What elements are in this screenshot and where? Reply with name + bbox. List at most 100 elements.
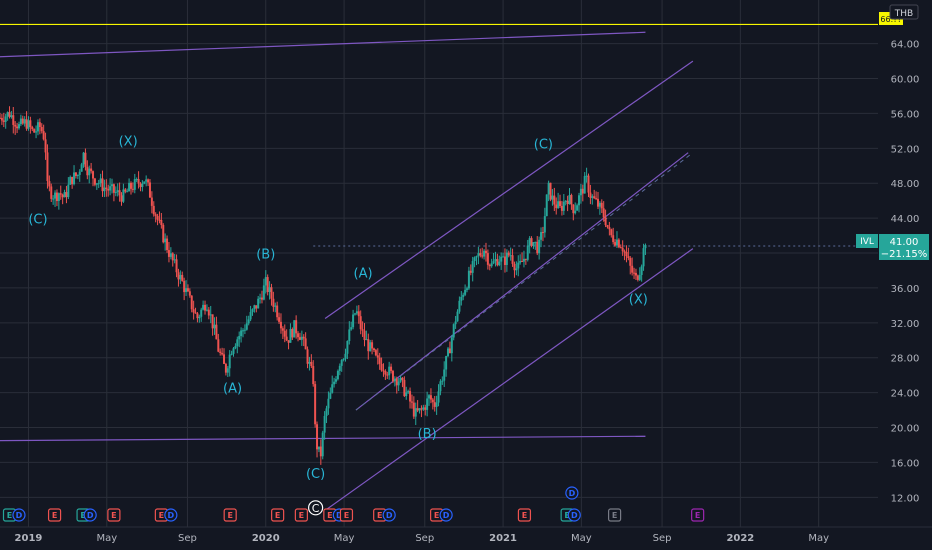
- earnings-marker[interactable]: E: [47, 508, 62, 522]
- candle-body: [74, 172, 77, 177]
- candle-body: [642, 248, 645, 267]
- candle-body: [314, 384, 317, 425]
- candle-body: [591, 196, 594, 198]
- candle-body: [245, 323, 248, 330]
- wave-label: (X): [119, 135, 138, 150]
- candle-body: [281, 328, 284, 331]
- candle-body: [585, 175, 588, 177]
- earnings-box: [339, 508, 354, 522]
- candle-body: [490, 263, 493, 267]
- candle-body: [589, 192, 592, 198]
- candle-body: [644, 245, 647, 249]
- candle-body: [255, 305, 258, 309]
- candle-body: [122, 189, 125, 202]
- currency-label: THB: [894, 9, 913, 19]
- candle-body: [483, 250, 486, 257]
- candle-body: [536, 241, 539, 254]
- candle-body: [335, 379, 338, 382]
- dividend-marker[interactable]: D: [83, 508, 97, 522]
- candle-body: [405, 392, 408, 397]
- candle-body: [4, 116, 7, 122]
- candle-body: [29, 120, 32, 127]
- candle-body: [276, 305, 279, 318]
- dividend-circle: [567, 508, 581, 522]
- candle-body: [287, 340, 290, 343]
- earnings-marker[interactable]: E: [271, 508, 285, 522]
- earnings-marker[interactable]: E: [223, 508, 237, 522]
- candle-body: [627, 256, 630, 259]
- event-marker-letter: E: [7, 511, 12, 520]
- candle-body: [638, 274, 641, 280]
- candle-body: [325, 408, 328, 416]
- candle-body: [279, 321, 282, 329]
- earnings-marker[interactable]: E: [294, 508, 308, 522]
- candle-body: [336, 370, 339, 380]
- dividend-marker[interactable]: D: [565, 486, 579, 500]
- candle-body: [192, 309, 195, 313]
- candle-body: [340, 359, 343, 366]
- candle-body: [424, 407, 427, 410]
- candle-body: [0, 117, 3, 121]
- candle-body: [247, 319, 250, 324]
- candle-body: [448, 348, 451, 354]
- candle-body: [636, 275, 639, 280]
- last-price-value: 41.00: [890, 237, 919, 248]
- earnings-marker[interactable]: E: [517, 508, 532, 522]
- candle-body: [304, 338, 307, 350]
- wave-label: (X): [629, 293, 648, 308]
- candle-body: [560, 206, 563, 211]
- price-scale-area[interactable]: [878, 0, 932, 527]
- candle-body: [587, 175, 590, 193]
- event-marker-letter: D: [443, 511, 450, 520]
- earnings-marker[interactable]: E: [2, 508, 17, 522]
- candle-body: [333, 381, 336, 385]
- candle-body: [300, 336, 303, 340]
- dividend-marker[interactable]: D: [567, 508, 581, 522]
- candle-body: [454, 321, 457, 325]
- candle-body: [505, 252, 508, 265]
- candle-body: [95, 183, 98, 185]
- dividend-marker[interactable]: D: [382, 508, 396, 522]
- dividend-marker[interactable]: D: [164, 508, 178, 522]
- candle-body: [471, 261, 474, 273]
- earnings-marker[interactable]: E: [339, 508, 354, 522]
- event-marker-letter: D: [168, 511, 175, 520]
- candle-body: [410, 401, 413, 403]
- candle-body: [112, 184, 115, 193]
- candle-body: [46, 152, 49, 182]
- candle-body: [426, 398, 429, 410]
- dividend-marker[interactable]: D: [12, 508, 26, 522]
- candle-body: [152, 205, 155, 215]
- candle-body: [500, 256, 503, 262]
- time-axis-area[interactable]: [0, 527, 932, 550]
- x-tick-label: Sep: [653, 533, 672, 544]
- candle-body: [543, 216, 546, 233]
- dividend-marker[interactable]: D: [439, 508, 453, 522]
- candle-body: [35, 131, 38, 133]
- candle-body: [67, 184, 70, 198]
- candle-body: [484, 250, 487, 254]
- candle-body: [481, 255, 484, 257]
- candle-body: [302, 336, 305, 339]
- candle-body: [23, 119, 26, 124]
- candle-body: [329, 392, 332, 399]
- candle-body: [391, 370, 394, 382]
- event-marker-letter: E: [275, 511, 280, 520]
- candle-body: [477, 253, 480, 257]
- earnings-marker[interactable]: E: [607, 508, 622, 522]
- event-markers[interactable]: E D E E D E E D E E E E D E E D E D E E DDE E: [2, 486, 705, 522]
- candle-body: [359, 316, 362, 330]
- candle-body: [50, 186, 53, 199]
- candle-body: [633, 272, 636, 274]
- candle-body: [8, 112, 11, 118]
- earnings-marker[interactable]: E: [107, 508, 121, 522]
- candle-body: [16, 126, 19, 129]
- y-tick-label: 52.00: [891, 144, 920, 155]
- candle-body: [572, 204, 575, 214]
- candle-body: [99, 178, 102, 184]
- earnings-marker[interactable]: E: [691, 508, 705, 522]
- channel-lines[interactable]: [0, 31, 878, 511]
- candle-body: [78, 171, 81, 175]
- candle-body: [236, 339, 239, 347]
